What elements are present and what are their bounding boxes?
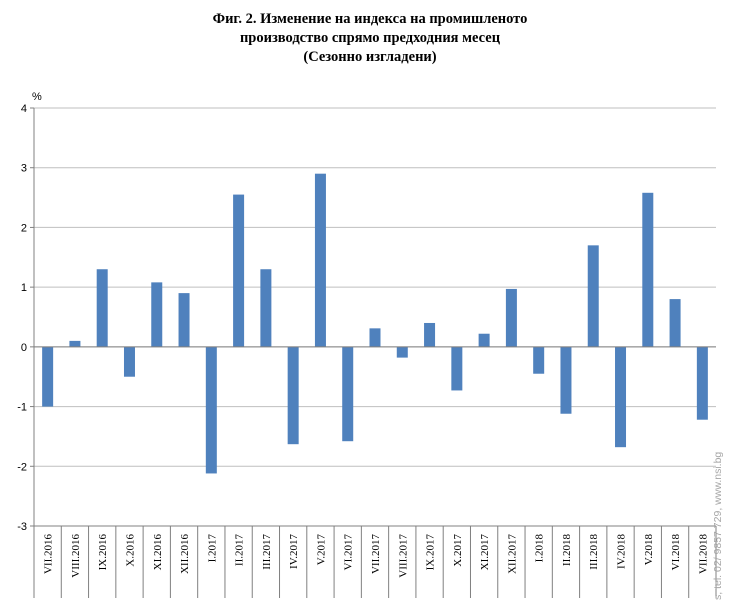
x-tick-label-22: V.2018: [643, 534, 655, 566]
bar-22: [642, 192, 654, 347]
y-tick-label-4: 1: [21, 282, 27, 294]
bar-20: [587, 245, 599, 347]
x-tick-label-8: III.2017: [261, 534, 273, 570]
title-line-3: (Сезонно изгладени): [303, 49, 437, 65]
side-note-text: s, tel. 02/ 9857 729, www.nsi.bg: [712, 451, 724, 600]
gridlines: [34, 107, 716, 527]
y-tick-label-3: 0: [21, 342, 27, 354]
x-tick-label-23: VI.2018: [670, 534, 682, 571]
x-tick-label-18: I.2018: [534, 534, 546, 563]
x-tick-label-24: VII.2018: [697, 534, 709, 575]
x-tick-labels: VII.2016 VIII.2016 IX.2016 X.2016 XI.2016 XII…: [43, 534, 710, 578]
bar-7: [233, 194, 245, 347]
bar-2: [96, 269, 108, 347]
bar-5: [178, 293, 190, 347]
x-tick-label-12: VII.2017: [370, 534, 382, 575]
bar-9: [287, 346, 299, 445]
x-tick-label-1: VIII.2016: [70, 534, 82, 578]
x-tick-label-9: IV.2017: [288, 534, 300, 569]
y-tick-label-5: 2: [21, 222, 27, 234]
bar-0: [42, 346, 54, 407]
y-tick-label-6: 3: [21, 163, 27, 175]
y-tick-label-2: -1: [17, 402, 27, 414]
bar-13: [396, 346, 408, 358]
x-tick-label-19: II.2018: [561, 534, 573, 567]
x-tick-label-3: X.2016: [124, 534, 136, 567]
x-tick-label-14: IX.2017: [425, 534, 437, 571]
bar-23: [669, 299, 681, 347]
title-line-2: производство спрямо предходния месец: [239, 30, 501, 46]
y-tick-labels: -3 -2 -1 0 1 2 3 4: [17, 103, 27, 533]
x-tick-label-2: IX.2016: [97, 534, 109, 571]
bar-24: [696, 346, 708, 420]
bar-15: [451, 346, 463, 391]
x-tick-label-7: II.2017: [234, 534, 246, 567]
x-tick-label-10: V.2017: [315, 534, 327, 566]
x-tick-label-4: XI.2016: [152, 534, 164, 571]
bar-18: [533, 346, 545, 374]
bar-8: [260, 269, 272, 347]
y-tick-label-1: -2: [17, 461, 27, 473]
x-tick-label-21: IV.2018: [616, 534, 628, 569]
bar-4: [151, 282, 163, 347]
bar-3: [123, 346, 135, 377]
x-tick-label-13: VIII.2017: [397, 534, 409, 578]
chart-title: Фиг. 2. Изменение на индекса на промишле…: [0, 10, 740, 67]
x-tick-label-0: VII.2016: [43, 534, 55, 575]
x-tick-label-11: VI.2017: [343, 534, 355, 571]
y-axis-label: %: [32, 91, 42, 103]
bar-19: [560, 346, 572, 414]
side-note: s, tel. 02/ 9857 729, www.nsi.bg: [708, 448, 732, 600]
bar-11: [342, 346, 354, 442]
bar-10: [314, 173, 326, 347]
x-tick-label-17: XII.2017: [506, 534, 518, 575]
axes: [30, 107, 717, 598]
bar-12: [369, 328, 381, 347]
bars: [42, 173, 708, 474]
x-tick-label-15: X.2017: [452, 534, 464, 567]
x-tick-label-6: I.2017: [206, 534, 218, 563]
bar-1: [69, 340, 81, 347]
bar-14: [424, 322, 436, 347]
x-tick-label-16: XI.2017: [479, 534, 491, 571]
title-line-1: Фиг. 2. Изменение на индекса на промишле…: [212, 11, 528, 27]
x-tick-label-20: III.2018: [588, 534, 600, 570]
y-tick-label-7: 4: [21, 103, 27, 115]
bar-17: [505, 288, 517, 347]
bar-16: [478, 333, 490, 347]
bar-21: [615, 346, 627, 448]
x-tick-label-5: XII.2016: [179, 534, 191, 575]
y-tick-label-0: -3: [17, 521, 27, 533]
bar-6: [205, 346, 217, 474]
